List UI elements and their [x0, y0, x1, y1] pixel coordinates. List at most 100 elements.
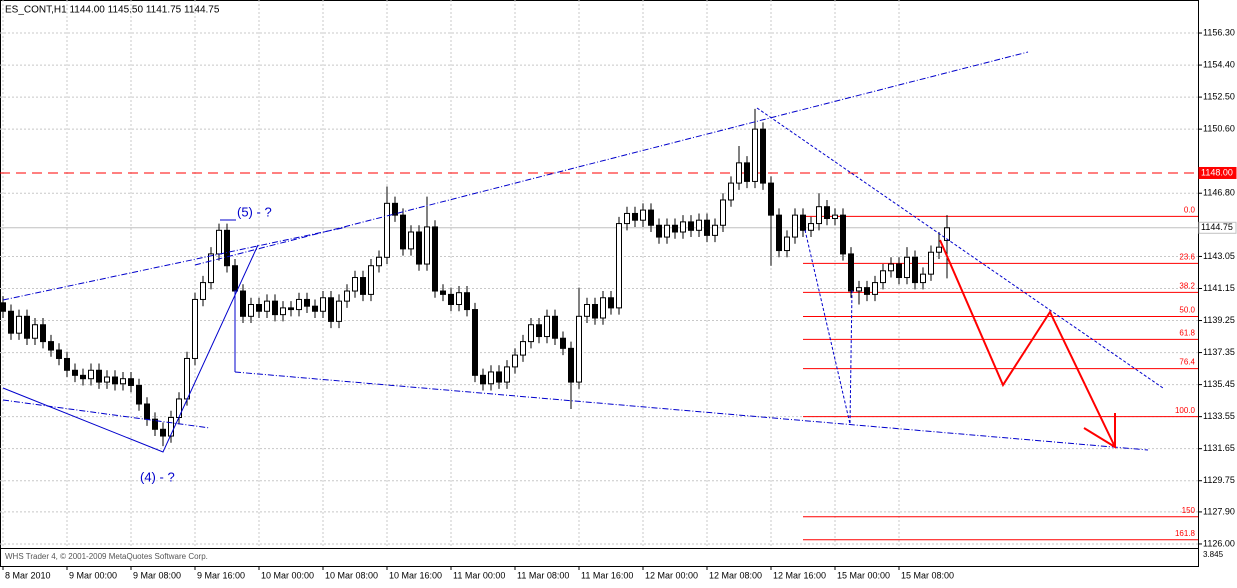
arrow-head: [1083, 413, 1116, 449]
candle-body: [896, 263, 902, 279]
candle-body: [376, 256, 382, 267]
x-tick-label: 10 Mar 00:00: [261, 570, 314, 580]
candle-body: [152, 418, 158, 430]
candle-body: [120, 378, 126, 385]
wave-label: (4) - ?: [140, 469, 175, 484]
y-tick-label: 1126.00: [1203, 538, 1235, 548]
candle-body: [72, 369, 78, 376]
candle-body: [664, 224, 670, 238]
candle-body: [736, 162, 742, 184]
candle-body: [168, 416, 174, 437]
candle-body: [288, 307, 294, 311]
fib-label: 100.0: [1175, 406, 1196, 415]
x-tick-label: 12 Mar 00:00: [645, 570, 698, 580]
candle-body: [808, 223, 814, 231]
candle-body: [616, 223, 622, 309]
candle-body: [856, 287, 862, 292]
footer: WHS Trader 4, © 2001-2009 MetaQuotes Sof…: [5, 552, 208, 561]
candle-body: [104, 376, 110, 383]
candle-body: [728, 182, 734, 201]
y-tick-label: 1135.45: [1203, 379, 1235, 389]
fib-label: 76.4: [1179, 358, 1195, 367]
candles: [0, 108, 950, 447]
fib-label: 38.2: [1179, 281, 1195, 290]
fib-label: 23.6: [1179, 252, 1195, 261]
x-tick-label: 10 Mar 16:00: [389, 570, 442, 580]
fib-label: 0.0: [1184, 205, 1196, 214]
candle-body: [128, 378, 134, 386]
indicator-label: 3.845: [1203, 550, 1224, 559]
y-tick-label: 1129.75: [1203, 475, 1235, 485]
candle-body: [840, 214, 846, 255]
candle-body: [776, 214, 782, 252]
candle-body: [712, 224, 718, 236]
candle-body: [456, 292, 462, 306]
candle-body: [328, 297, 334, 322]
y-tick-label: 1154.40: [1203, 59, 1235, 69]
candle-body: [688, 221, 694, 231]
y-tick-label: 1141.15: [1203, 283, 1235, 293]
candle-body: [928, 251, 934, 275]
candle-body: [240, 290, 246, 317]
x-tick-label: 15 Mar 08:00: [901, 570, 954, 580]
candle-body: [432, 226, 438, 292]
x-tick-label: 9 Mar 00:00: [69, 570, 117, 580]
candle-body: [160, 428, 166, 437]
x-tick-label: 8 Mar 2010: [5, 570, 51, 580]
candle-body: [48, 341, 54, 351]
candle-body: [32, 324, 38, 339]
candle-body: [80, 374, 86, 380]
candle-body: [176, 398, 182, 418]
chart-title: ES_CONT,H1 1144.00 1145.50 1141.75 1144.…: [5, 5, 220, 16]
candle-body: [16, 315, 22, 334]
candle-body: [768, 182, 774, 216]
candle-body: [872, 282, 878, 295]
candle-body: [424, 226, 430, 265]
candle-body: [112, 376, 118, 385]
candle-body: [704, 219, 710, 236]
y-tick-label: 1137.35: [1203, 347, 1235, 357]
y-tick-label: 1156.30: [1203, 27, 1235, 37]
candle-body: [144, 403, 150, 420]
trendline: [234, 371, 1149, 451]
fib-label: 61.8: [1179, 329, 1195, 338]
candle-body: [184, 357, 190, 400]
candle-body: [352, 277, 358, 292]
candle-body: [8, 310, 14, 334]
candle-body: [88, 369, 94, 380]
wave-label: (5) - ?: [237, 204, 272, 219]
candle-body: [64, 357, 70, 371]
y-tick-label: 1150.60: [1203, 124, 1235, 134]
candle-body: [544, 315, 550, 338]
candle-body: [624, 212, 630, 225]
candle-body: [696, 219, 702, 231]
candle-body: [272, 300, 278, 316]
candle-body: [416, 231, 422, 265]
x-tick-label: 9 Mar 16:00: [197, 570, 245, 580]
fib-label: 161.8: [1175, 529, 1196, 538]
candle-body: [888, 263, 894, 272]
candle-body: [256, 304, 262, 312]
candle-body: [232, 265, 238, 292]
candle-body: [40, 324, 46, 343]
candle-body: [528, 324, 534, 343]
plot-frame: [0, 0, 1199, 567]
candle-body: [464, 292, 470, 311]
candle-body: [656, 224, 662, 238]
candle-body: [400, 214, 406, 250]
candle-body: [920, 273, 926, 284]
candle-body: [600, 297, 606, 319]
candle-body: [496, 371, 502, 383]
candle-body: [448, 293, 454, 306]
candle-body: [720, 199, 726, 226]
candle-body: [760, 128, 766, 184]
candle-body: [680, 221, 686, 233]
candle-body: [512, 354, 518, 368]
fib-label: 150: [1182, 506, 1196, 515]
price-label: 1144.75: [1201, 222, 1233, 232]
candle-body: [816, 206, 822, 225]
candle-body: [216, 229, 222, 255]
x-tick-label: 11 Mar 16:00: [581, 570, 633, 580]
candle-body: [368, 265, 374, 295]
